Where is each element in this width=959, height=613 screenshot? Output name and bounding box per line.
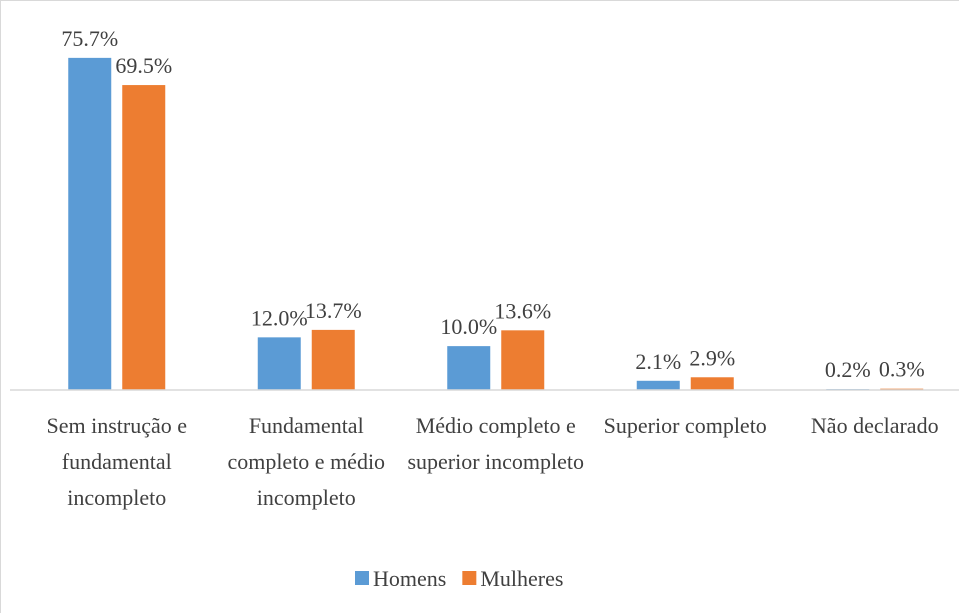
x-tick-label: Não declarado xyxy=(810,413,939,438)
bar xyxy=(68,57,112,391)
data-label: 0.3% xyxy=(879,357,925,382)
data-label: 75.7% xyxy=(61,26,118,51)
data-label: 13.6% xyxy=(494,298,551,323)
bar xyxy=(447,346,491,390)
bar xyxy=(690,377,734,390)
bar xyxy=(501,330,545,390)
data-label: 0.2% xyxy=(825,357,871,382)
legend-label: Mulheres xyxy=(480,566,563,591)
legend-swatch xyxy=(462,571,477,585)
x-tick-label: Fundamental completo e médio incompleto xyxy=(227,413,386,510)
data-label: 10.0% xyxy=(440,314,497,339)
x-tick-label: Médio completo e superior incompleto xyxy=(407,413,585,474)
x-tick-label: Sem instrução e fundamental incompleto xyxy=(46,413,188,510)
data-label: 2.9% xyxy=(689,345,735,370)
legend-label: Homens xyxy=(373,566,446,591)
data-label: 13.7% xyxy=(305,298,362,323)
data-label: 2.1% xyxy=(635,349,681,374)
bar xyxy=(257,337,301,390)
x-tick-label: Superior completo xyxy=(603,413,767,438)
bar xyxy=(122,85,166,390)
data-label: 69.5% xyxy=(115,53,172,78)
legend-swatch xyxy=(355,571,369,585)
data-label: 12.0% xyxy=(251,305,308,330)
bar xyxy=(636,380,680,390)
bar xyxy=(311,329,355,390)
